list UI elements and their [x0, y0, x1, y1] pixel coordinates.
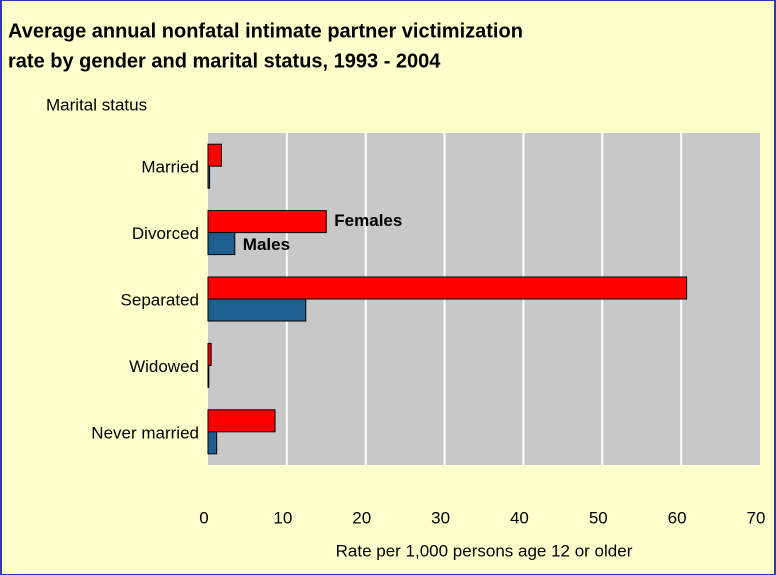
chart-title-line-2: rate by gender and marital status, 1993 …	[8, 50, 441, 72]
series-label: Females	[334, 211, 402, 230]
y-tick-label: Widowed	[129, 357, 199, 376]
x-tick-label: 20	[352, 508, 371, 527]
bar	[207, 276, 688, 300]
x-tick-label: 10	[273, 508, 292, 527]
x-tick-label: 40	[510, 508, 529, 527]
chart-title-line-1: Average annual nonfatal intimate partner…	[8, 20, 523, 42]
bar	[207, 342, 212, 366]
x-tick-label: 30	[431, 508, 450, 527]
bar	[207, 409, 276, 433]
y-tick-label: Separated	[121, 290, 199, 309]
y-tick-label: Married	[141, 158, 199, 177]
x-tick-label: 0	[199, 508, 208, 527]
y-tick-label: Divorced	[132, 224, 199, 243]
x-axis-label: Rate per 1,000 persons age 12 or older	[336, 541, 633, 560]
x-tick-label: 50	[589, 508, 608, 527]
bar	[207, 210, 327, 234]
bar	[207, 143, 222, 167]
bar	[207, 364, 210, 388]
bar	[207, 298, 307, 322]
y-axis-label: Marital status	[46, 95, 147, 114]
y-tick-label: Never married	[91, 423, 199, 442]
x-tick-label: 70	[747, 508, 766, 527]
x-tick-label: 60	[668, 508, 687, 527]
bar	[207, 431, 218, 455]
series-label: Males	[243, 235, 290, 254]
bar	[207, 165, 211, 189]
bar	[207, 232, 236, 256]
